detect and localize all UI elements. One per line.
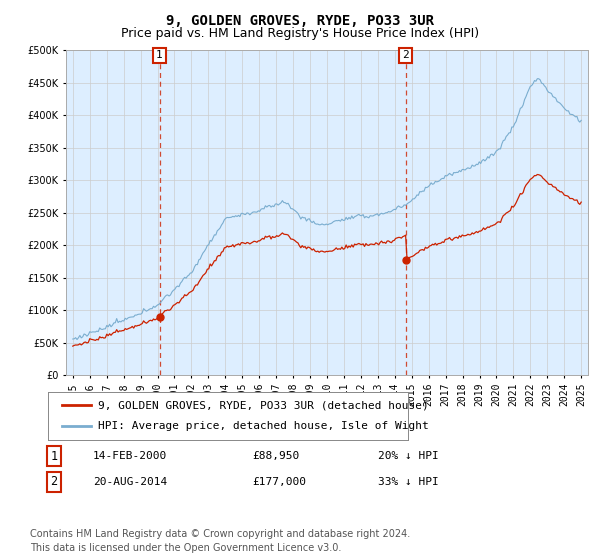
Text: 14-FEB-2000: 14-FEB-2000 [93,451,167,461]
Text: 20-AUG-2014: 20-AUG-2014 [93,477,167,487]
Text: 1: 1 [156,50,163,60]
Text: This data is licensed under the Open Government Licence v3.0.: This data is licensed under the Open Gov… [30,543,341,553]
Text: 9, GOLDEN GROVES, RYDE, PO33 3UR (detached house): 9, GOLDEN GROVES, RYDE, PO33 3UR (detach… [98,400,429,410]
Text: Contains HM Land Registry data © Crown copyright and database right 2024.: Contains HM Land Registry data © Crown c… [30,529,410,539]
Text: 2: 2 [50,475,58,488]
Text: 33% ↓ HPI: 33% ↓ HPI [378,477,439,487]
Text: £177,000: £177,000 [252,477,306,487]
Text: 1: 1 [50,450,58,463]
Text: 9, GOLDEN GROVES, RYDE, PO33 3UR: 9, GOLDEN GROVES, RYDE, PO33 3UR [166,14,434,28]
Text: 2: 2 [402,50,409,60]
Text: Price paid vs. HM Land Registry's House Price Index (HPI): Price paid vs. HM Land Registry's House … [121,27,479,40]
Text: HPI: Average price, detached house, Isle of Wight: HPI: Average price, detached house, Isle… [98,421,429,431]
Text: £88,950: £88,950 [252,451,299,461]
Text: 20% ↓ HPI: 20% ↓ HPI [378,451,439,461]
